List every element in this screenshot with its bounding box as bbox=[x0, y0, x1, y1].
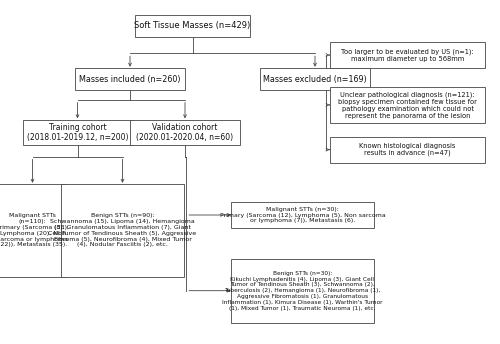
FancyBboxPatch shape bbox=[231, 202, 374, 228]
FancyBboxPatch shape bbox=[330, 42, 485, 68]
FancyBboxPatch shape bbox=[260, 68, 370, 90]
Text: Masses excluded (n=169): Masses excluded (n=169) bbox=[263, 75, 367, 84]
FancyBboxPatch shape bbox=[75, 68, 185, 90]
Text: Too larger to be evaluated by US (n=1):
maximum diameter up to 568mm: Too larger to be evaluated by US (n=1): … bbox=[341, 48, 474, 62]
Text: Benign STTs (n=90):
Schwannoma (15), Lipoma (14), Hemangioma
(8), Granulomatous : Benign STTs (n=90): Schwannoma (15), Lip… bbox=[48, 214, 197, 247]
FancyBboxPatch shape bbox=[130, 120, 240, 145]
Text: Unclear pathological diagnosis (n=121):
biopsy specimen contained few tissue for: Unclear pathological diagnosis (n=121): … bbox=[338, 91, 477, 119]
FancyBboxPatch shape bbox=[231, 259, 374, 323]
FancyBboxPatch shape bbox=[22, 120, 132, 145]
Text: Benign STTs (n=30):
Kikuchi Lymphadenitis (4), Lipoma (3), Giant Cell
Tumor of T: Benign STTs (n=30): Kikuchi Lymphadeniti… bbox=[222, 271, 383, 311]
FancyBboxPatch shape bbox=[330, 87, 485, 123]
FancyBboxPatch shape bbox=[135, 14, 250, 37]
Text: Training cohort
(2018.01-2019.12, n=200): Training cohort (2018.01-2019.12, n=200) bbox=[27, 123, 128, 142]
FancyBboxPatch shape bbox=[330, 137, 485, 163]
Text: Validation cohort
(2020.01-2020.04, n=60): Validation cohort (2020.01-2020.04, n=60… bbox=[136, 123, 234, 142]
FancyBboxPatch shape bbox=[0, 184, 66, 277]
Text: Masses included (n=260): Masses included (n=260) bbox=[79, 75, 181, 84]
Text: Malignant STTs (n=30):
Primary (Sarcoma (12), Lymphoma (5), Non sarcoma
or lymph: Malignant STTs (n=30): Primary (Sarcoma … bbox=[220, 207, 386, 223]
FancyBboxPatch shape bbox=[61, 184, 184, 277]
Text: Known histological diagnosis
results in advance (n=47): Known histological diagnosis results in … bbox=[360, 143, 456, 157]
Text: Soft Tissue Masses (n=429): Soft Tissue Masses (n=429) bbox=[134, 21, 250, 30]
Text: Malignant STTs
(n=110):
Primary (Sarcoma (33),
Lymphoma (20), Non
sarcoma or lym: Malignant STTs (n=110): Primary (Sarcoma… bbox=[0, 214, 69, 247]
